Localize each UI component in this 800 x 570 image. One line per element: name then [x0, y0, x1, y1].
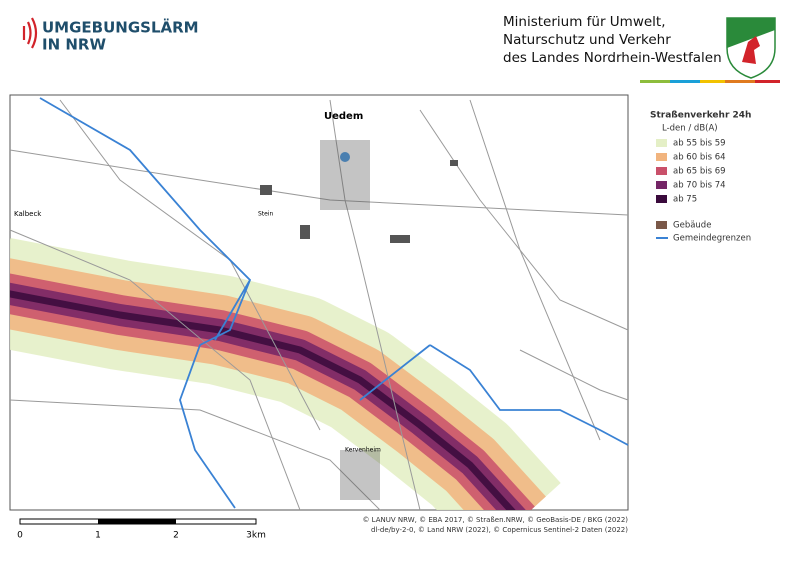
legend-swatch	[656, 153, 667, 161]
place-label: Kervenheim	[345, 447, 381, 454]
legend-swatch	[656, 195, 667, 203]
scale-label: 3km	[246, 531, 266, 541]
color-bar	[640, 80, 780, 83]
legend-label: ab 55 bis 59	[673, 139, 726, 149]
scale-label: 2	[173, 531, 179, 541]
scale-label: 1	[95, 531, 101, 541]
legend-label: ab 65 bis 69	[673, 167, 726, 177]
legend-label: Gebäude	[673, 221, 711, 231]
credits: dl-de/by-2-0, © Land NRW (2022), © Coper…	[371, 526, 628, 534]
ministry-line: Ministerium für Umwelt,	[503, 14, 666, 30]
legend-label: ab 70 bis 74	[673, 181, 726, 191]
legend-label: ab 60 bis 64	[673, 153, 726, 163]
legend: Straßenverkehr 24h L-den / dB(A) ab 55 b…	[650, 111, 751, 244]
credits: © LANUV NRW, © EBA 2017, © Straßen.NRW, …	[362, 516, 628, 524]
ministry-line: Naturschutz und Verkehr	[503, 32, 671, 48]
legend-swatch	[656, 181, 667, 189]
place-label: Kalbeck	[14, 210, 42, 218]
legend-subtitle: L-den / dB(A)	[662, 124, 718, 134]
place-label: Stein	[258, 211, 274, 218]
legend-label: ab 75	[673, 195, 697, 205]
map: Uedem Stein Kervenheim Kalbeck	[9, 94, 629, 511]
place-label: Uedem	[324, 111, 363, 122]
legend-title: Straßenverkehr 24h	[650, 111, 751, 121]
municipal-boundary	[39, 97, 629, 509]
buildings	[260, 140, 458, 500]
noise-band	[10, 290, 516, 510]
scale-bar: 0 1 2 3km	[17, 518, 266, 541]
ministry-line: des Landes Nordrhein-Westfalen	[503, 50, 722, 66]
place-marker	[340, 152, 350, 162]
legend-swatch	[656, 167, 667, 175]
legend-label: Gemeindegrenzen	[673, 234, 751, 244]
logo-icon	[22, 17, 38, 49]
scale-label: 0	[17, 531, 23, 541]
brand-line: IN NRW	[42, 36, 106, 54]
coat-of-arms	[726, 17, 776, 79]
brand-line: UMGEBUNGSLÄRM	[42, 18, 199, 37]
legend-swatch	[656, 221, 667, 229]
legend-swatch	[656, 139, 667, 147]
